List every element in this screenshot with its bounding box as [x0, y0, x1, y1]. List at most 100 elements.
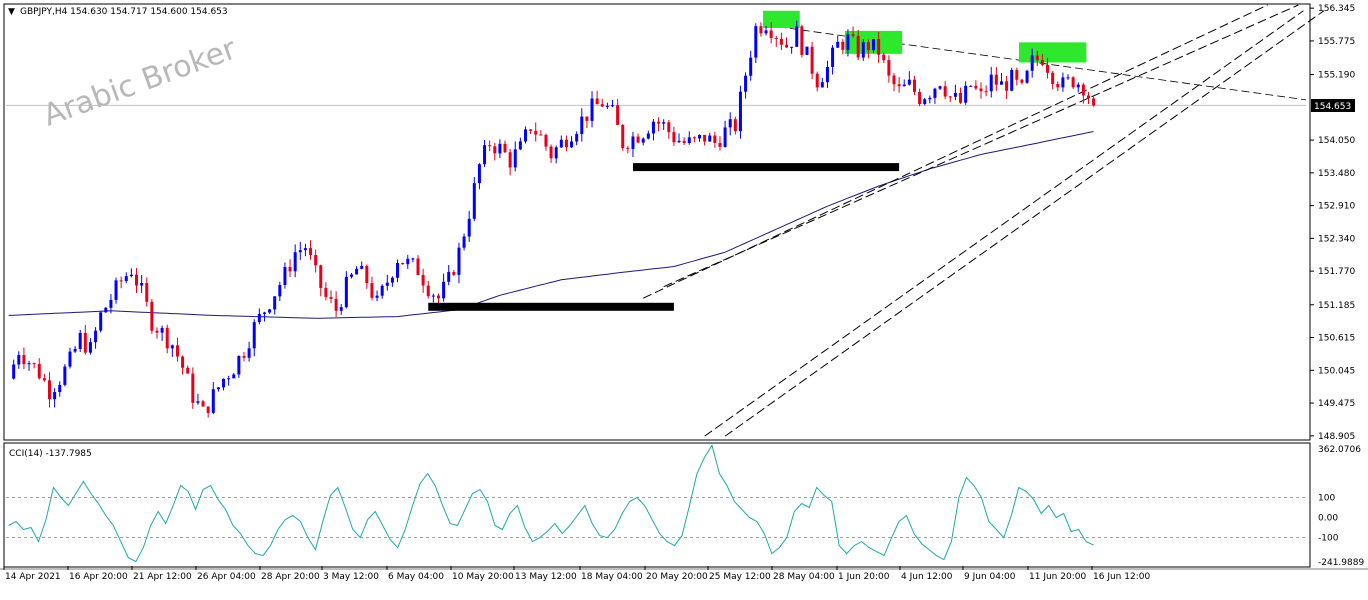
candle-body: [820, 82, 824, 88]
candle-body: [1025, 70, 1029, 83]
candle-body: [12, 364, 16, 379]
time-tick-label: 10 May 20:00: [452, 572, 514, 582]
candle-body: [529, 129, 533, 131]
candle-body: [396, 262, 400, 278]
candle-body: [447, 271, 451, 282]
candle-body: [564, 139, 568, 148]
candle-body: [979, 88, 983, 92]
moving-average-line: [8, 131, 1094, 319]
candle-body: [1046, 64, 1050, 73]
candle-body: [513, 149, 517, 168]
time-tick-label: 28 Apr 20:00: [261, 572, 320, 582]
time-tick-label: 9 Jun 04:00: [964, 572, 1016, 582]
time-tick-label: 13 May 12:00: [515, 572, 577, 582]
candle-body: [104, 307, 108, 313]
price-tick-label: 151.185: [1318, 301, 1355, 311]
candle-body: [825, 66, 829, 83]
candle-body: [651, 121, 655, 134]
symbol-arrow-icon[interactable]: ▼: [8, 7, 15, 17]
candle-body: [744, 75, 748, 92]
time-axis: 14 Apr 2021 16 Apr 20:00 21 Apr 12:00 26 Ap…: [3, 566, 1150, 582]
top-marker: [1018, 42, 1087, 63]
candle-body: [421, 274, 425, 286]
candle-body: [969, 85, 973, 87]
channel-line: [642, 4, 1268, 299]
candle-body: [355, 268, 359, 275]
candle-body: [334, 298, 338, 311]
support-zone: [632, 163, 900, 172]
candle-body: [836, 41, 840, 48]
candle-body: [703, 134, 707, 142]
candle-body: [1035, 55, 1039, 61]
candle-body: [191, 373, 195, 403]
candle-body: [544, 134, 548, 147]
candle-body: [216, 387, 220, 390]
candle-body: [580, 116, 584, 134]
time-tick-label: 16 Jun 12:00: [1093, 572, 1150, 582]
candle-body: [1005, 81, 1009, 91]
candle-body: [636, 136, 640, 143]
candle-body: [37, 363, 41, 379]
candle-body: [984, 91, 988, 93]
candle-body: [610, 105, 614, 107]
candle-body: [1040, 60, 1044, 65]
candle-body: [785, 44, 789, 48]
candle-body: [974, 85, 978, 89]
candle-body: [303, 248, 307, 251]
candle-body: [329, 297, 333, 299]
candle-body: [764, 30, 768, 34]
candle-body: [83, 332, 87, 353]
time-tick-label: 14 Apr 2021: [5, 572, 61, 582]
candle-body: [575, 133, 579, 142]
candle-body: [687, 137, 691, 144]
candle-body: [774, 37, 778, 39]
candle-body: [73, 348, 77, 352]
candle-body: [938, 86, 942, 89]
candle-body: [882, 54, 886, 61]
candle-body: [457, 247, 461, 275]
price-tick-label: 151.770: [1318, 267, 1355, 277]
candle-body: [462, 236, 466, 248]
candle-body: [523, 129, 527, 142]
candle-body: [759, 26, 763, 34]
candle-body: [278, 285, 282, 297]
candle-body: [1076, 84, 1080, 88]
candle-body: [959, 93, 963, 103]
price-tick-label: 152.340: [1318, 234, 1355, 244]
candle-body: [534, 130, 538, 135]
candle-body: [222, 378, 226, 388]
candle-body: [22, 355, 26, 365]
candle-body: [902, 84, 906, 87]
candle-body: [600, 104, 604, 107]
candle-body: [273, 296, 277, 310]
candle-body: [897, 84, 901, 87]
candle-body: [42, 378, 46, 381]
candle-body: [856, 35, 860, 58]
candle-body: [68, 351, 72, 367]
candle-body: [114, 280, 118, 300]
candle-body: [928, 97, 932, 100]
candle-body: [872, 39, 876, 51]
candle-body: [124, 276, 128, 282]
candle-body: [370, 283, 374, 298]
candle-body: [698, 134, 702, 139]
candle-body: [933, 88, 937, 98]
candle-body: [380, 285, 384, 296]
candle-body: [539, 134, 543, 136]
time-tick-label: 28 May 04:00: [773, 572, 835, 582]
time-tick-label: 11 Jun 20:00: [1029, 572, 1086, 582]
candle-body: [109, 299, 113, 308]
candle-body: [795, 26, 799, 47]
price-tick-label: 148.905: [1318, 432, 1355, 442]
candle-body: [431, 295, 435, 297]
candle-body: [1092, 98, 1096, 106]
candle-body: [170, 345, 174, 349]
candle-body: [672, 132, 676, 143]
candle-body: [375, 295, 379, 298]
candle-body: [923, 99, 927, 105]
candle-body: [559, 139, 563, 148]
time-tick-label: 18 May 04:00: [581, 572, 643, 582]
candle-body: [1020, 79, 1024, 83]
candle-body: [27, 363, 31, 365]
candle-body: [616, 105, 620, 125]
